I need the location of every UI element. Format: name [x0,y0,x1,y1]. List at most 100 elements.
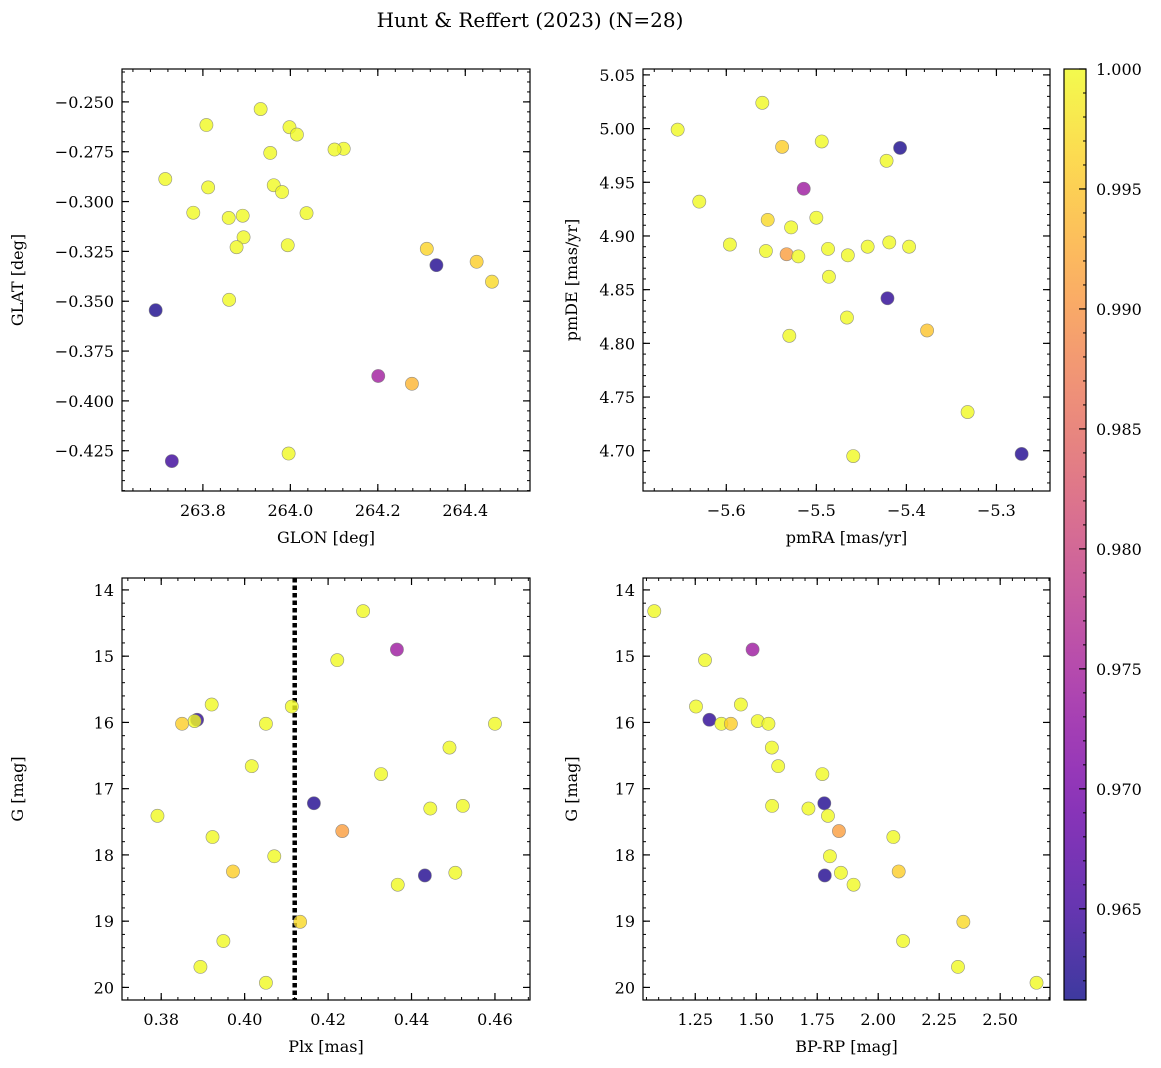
data-point [281,446,296,461]
x-tick-label: −5.5 [797,501,836,520]
data-point [880,291,895,306]
colorbar-frame [1063,68,1087,1001]
x-tick-label: −5.3 [977,501,1016,520]
data-point [698,653,712,668]
panel-glon-glat: 263.8 264.0 264.2 264.4 −0.250 −0.275 −0.300 −0… [8,68,531,547]
data-point [175,716,189,731]
data-point [229,240,244,255]
data-point [723,716,738,731]
y-tick-label: −0.350 [55,292,114,311]
data-point [951,959,965,974]
data-point [791,249,806,264]
data-point [417,868,432,883]
data-point [405,376,419,391]
data-point [765,798,779,813]
data-point [833,865,848,880]
x-axis-label: Plx [mas] [288,1037,363,1056]
points-bprp-g [647,604,1044,990]
x-tick-label: 1.50 [738,1010,774,1029]
y-tick-label: 14 [615,581,635,600]
y-tick-label: 19 [615,912,635,931]
x-tick-label: 2.00 [860,1010,896,1029]
data-point [244,759,259,774]
panel-pmra-pmde: −5.6 −5.5 −5.4 −5.3 4.70 4.75 4.80 4.85 4.90 4.95… [562,66,1051,547]
data-point [485,274,499,289]
x-tick-label: 0.42 [310,1010,346,1029]
data-point [284,699,299,714]
data-point [960,405,975,419]
x-tick-label: 264.2 [355,501,401,520]
y-tick-label: 4.75 [599,388,635,407]
y-axis-label: pmDE [mas/yr] [562,219,581,342]
data-point [488,716,502,731]
colorbar: 0.965 0.970 0.975 0.980 0.985 0.990 0.995 1.000 [1063,60,1142,1001]
data-point [371,369,386,383]
data-point [469,254,484,269]
y-tick-label: 15 [94,647,114,666]
x-axis-label: pmRA [mas/yr] [786,528,908,547]
y-tick-label: −0.400 [55,392,114,411]
data-point [722,237,737,252]
data-point [801,801,816,816]
y-tick-label: 15 [615,647,635,666]
colorbar-tick-label: 0.985 [1096,420,1142,439]
data-point [796,181,811,196]
data-point [150,808,165,823]
data-point [809,210,824,225]
data-point [759,244,773,258]
data-point [423,801,438,816]
data-point [846,449,861,464]
points-plx-g [150,604,502,990]
x-axis-label: GLON [deg] [277,528,375,547]
data-point [902,239,916,254]
y-tick-label: −0.250 [55,93,114,112]
data-point [745,642,760,657]
data-point [891,864,906,879]
data-point [882,235,897,250]
y-tick-label: −0.325 [55,242,114,261]
data-point [204,697,219,712]
data-point [259,975,273,990]
data-point [815,767,830,781]
data-point [390,642,404,657]
axes-frame [121,68,531,492]
data-point [293,914,308,929]
data-point [775,139,790,154]
colorbar-tick-label: 0.995 [1096,180,1142,199]
data-point [221,211,236,225]
points-pmra-pmde [670,95,1029,464]
x-axis-label: BP-RP [mag] [795,1037,897,1056]
data-point [817,868,832,883]
data-point [442,740,457,755]
data-point [956,914,971,929]
data-point [702,712,717,727]
panel-plx-g: 0.38 0.40 0.42 0.44 0.46 14 15 16 17 18 19 20 Plx [m… [8,577,531,1056]
data-point [235,208,250,223]
colorbar-tick-label: 1.000 [1096,60,1142,79]
y-axis-label: G [mag] [8,756,27,821]
x-tick-label: 1.75 [799,1010,835,1029]
data-point [692,194,707,209]
colorbar-tick-label: 0.980 [1096,540,1142,559]
axes-frame [642,68,1051,492]
x-tick-label: 263.8 [180,501,226,520]
y-tick-label: 17 [615,780,635,799]
data-point [186,205,201,220]
y-tick-label: 20 [94,978,114,997]
x-tick-label: 2.50 [982,1010,1018,1029]
y-tick-label: 16 [615,713,635,732]
data-point [755,95,770,110]
figure-title: Hunt & Reffert (2023) (N=28) [377,8,684,32]
colorbar-tick-label: 0.970 [1096,780,1142,799]
colorbar-tick-label: 0.975 [1096,660,1142,679]
data-point [448,865,463,880]
data-point [299,206,314,221]
data-point [670,122,685,137]
axes-frame [642,577,1051,1001]
data-point [893,141,907,155]
y-tick-label: 5.00 [599,120,635,139]
data-point [259,716,273,731]
x-tick-label: −5.4 [887,501,926,520]
data-point [374,767,388,781]
